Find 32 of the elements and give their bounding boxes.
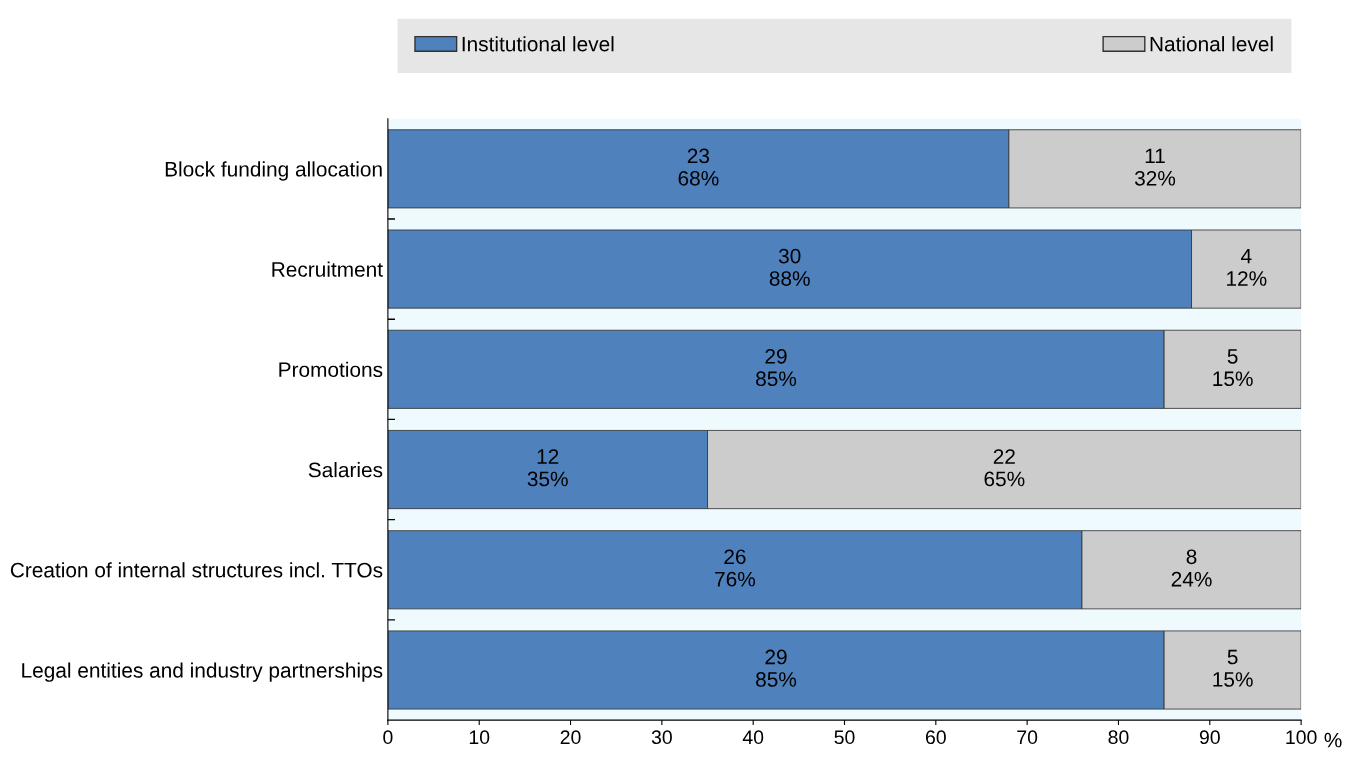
x-tick-label: 80 — [1108, 730, 1129, 745]
x-tick-label: 0 — [383, 730, 393, 745]
data-label: 29 85% — [756, 348, 797, 387]
x-tick-label: 20 — [560, 730, 581, 745]
y-tick-label: Block funding allocation — [165, 161, 382, 181]
legend-label: Institutional level — [462, 36, 614, 52]
data-label: 23 68% — [678, 148, 719, 186]
x-tick-label: 100 — [1286, 730, 1317, 745]
y-tick-label: Creation of internal structures incl. TTOs — [10, 562, 383, 578]
data-label: 29 85% — [756, 649, 797, 687]
x-tick-label: 90 — [1199, 730, 1220, 745]
data-label: 30 88% — [769, 248, 810, 286]
x-tick-label: 50 — [834, 730, 855, 745]
x-tick-label: 60 — [926, 730, 946, 745]
data-label: 12 35% — [527, 449, 568, 487]
y-tick-label: Salaries — [308, 461, 383, 478]
x-tick-label: 70 — [1017, 730, 1038, 745]
data-label: 5 15% — [1213, 349, 1253, 387]
data-label: 22 65% — [984, 449, 1025, 487]
data-label: 26 76% — [715, 549, 756, 587]
data-label: 4 12% — [1227, 248, 1267, 286]
x-tick-label: 10 — [469, 730, 490, 745]
y-tick-label: Recruitment — [272, 261, 383, 277]
data-label: 5 15% — [1213, 649, 1253, 687]
data-label: 8 24% — [1171, 549, 1212, 587]
data-label: 11 32% — [1134, 148, 1176, 186]
x-tick-label: 30 — [651, 730, 672, 745]
y-tick-label: Legal entities and industry partnerships — [22, 662, 383, 682]
x-axis-title: % — [1324, 732, 1342, 748]
x-tick-label: 40 — [742, 730, 764, 745]
legend-label: National level — [1150, 36, 1273, 52]
y-tick-label: Promotions — [279, 361, 383, 378]
